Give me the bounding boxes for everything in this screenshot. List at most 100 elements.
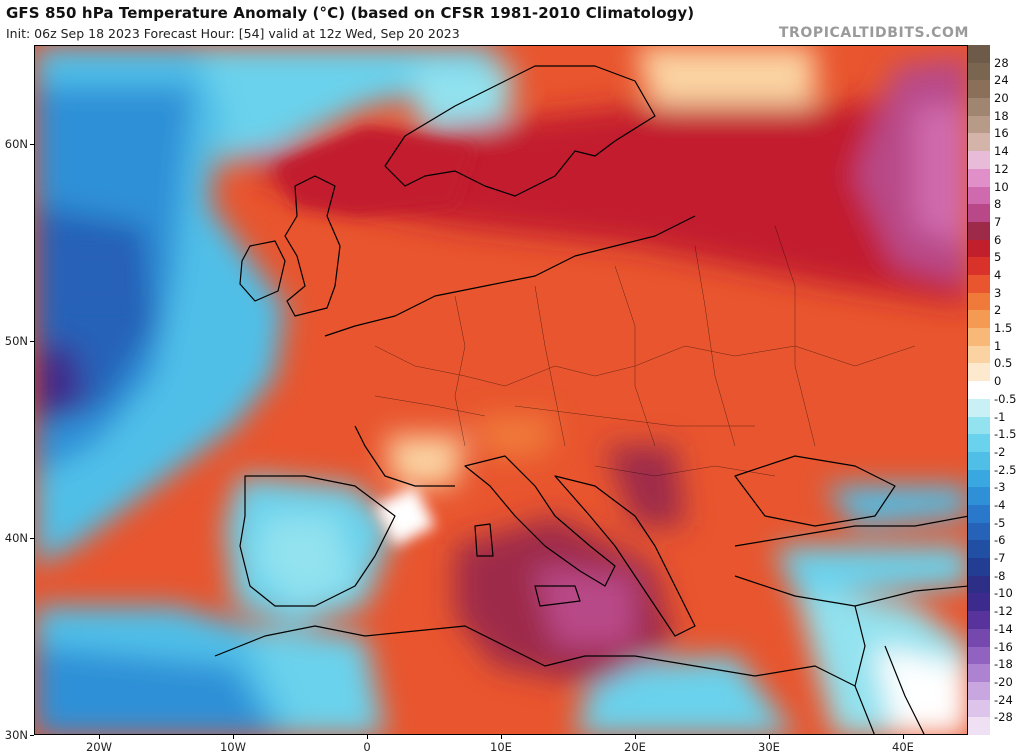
colorbar-swatch [968,717,1023,736]
anomaly-map[interactable] [34,45,968,735]
colorbar-swatch [968,345,1023,364]
colorbar-swatch [968,45,1023,63]
colorbar-label: -8 [994,568,1006,583]
colorbar-label: 5 [994,250,1002,265]
colorbar-label: 16 [994,126,1009,141]
colorbar-label: -18 [994,657,1013,672]
colorbar-swatch [968,292,1023,311]
colorbar-swatch [968,62,1023,81]
colorbar-swatch [968,204,1023,223]
lon-tick [903,735,904,739]
colorbar-label: -1.5 [994,427,1017,442]
colorbar-label: 20 [994,91,1009,106]
colorbar-label: -24 [994,692,1013,707]
colorbar-label: -5 [994,515,1006,530]
lat-label: 50N [4,334,28,348]
colorbar-swatch [968,558,1023,577]
colorbar-label: 10 [994,179,1009,194]
colorbar-swatch [968,328,1023,347]
colorbar-label: -2 [994,444,1006,459]
colorbar-swatch [968,699,1023,718]
colorbar-label: 2 [994,303,1002,318]
colorbar-swatch [968,151,1023,170]
colorbar-label: 4 [994,268,1002,282]
colorbar-label: -12 [994,604,1013,619]
colorbar-label: -0.5 [994,391,1017,406]
colorbar-swatch [968,469,1023,488]
colorbar-swatch [968,98,1023,117]
lat-label: 60N [4,137,28,151]
colorbar-label: -1 [994,409,1006,424]
lat-tick [30,735,34,736]
colorbar-swatch [968,275,1023,294]
colorbar-label: 1.5 [994,321,1013,336]
colorbar-swatch [968,416,1023,435]
lon-label: 30E [758,740,780,754]
latitude-axis: 60N 50N 40N 30N [0,45,34,742]
colorbar-label: 6 [994,232,1002,247]
lon-tick [233,735,234,739]
lon-label: 10W [219,740,247,754]
lat-tick [30,341,34,342]
lat-tick [30,538,34,539]
colorbar-label: 0.5 [994,356,1013,371]
lon-tick [99,735,100,739]
colorbar-label: -2.5 [994,462,1017,477]
colorbar-swatch [968,628,1023,648]
colorbar-swatch [968,221,1023,241]
lon-label: 10E [490,740,512,754]
colorbar-swatch [968,363,1023,382]
coastlines [214,65,967,734]
colorbar-swatch [968,611,1023,630]
colorbar-label: 12 [994,161,1009,176]
colorbar-swatch [968,434,1023,453]
color-scale-legend: 28 24 20 18 16 14 12 10 8 7 6 5 4 3 2 1.5 1 0.5 0 -0.5 -1 -1.… [968,45,1023,736]
colorbar-label: -28 [994,710,1013,725]
lon-tick [367,735,368,739]
lon-label: 20E [624,740,646,754]
map-title: GFS 850 hPa Temperature Anomaly (°C) (ba… [6,4,695,22]
colorbar-swatch [968,646,1023,665]
colorbar-swatch [968,310,1023,329]
colorbar-label: 28 [994,55,1009,70]
colorbar-label: -3 [994,480,1006,495]
colorbar-label: 8 [994,197,1002,212]
colorbar-label: -4 [994,498,1006,512]
colorbar-swatch [968,593,1023,612]
lon-tick [501,735,502,739]
colorbar-label: -20 [994,674,1013,689]
colorbar-swatch [968,115,1023,134]
country-borders [374,225,916,477]
colorbar-label: 18 [994,108,1009,123]
colorbar-label: 1 [994,338,1002,353]
colorbar-swatch [968,381,1023,400]
colorbar-label: -6 [994,533,1006,548]
colorbar-swatch [968,451,1023,471]
colorbar-label: 24 [994,73,1009,88]
colorbar-label: 7 [994,214,1002,229]
colorbar-swatch [968,186,1023,205]
colorbar-label: -7 [994,551,1006,566]
colorbar-label: 3 [994,285,1002,300]
site-watermark: TROPICALTIDBITS.COM [778,25,969,41]
colorbar-label: -10 [994,586,1013,601]
longitude-axis: 20W 10W 0 10E 20E 30E 40E [34,735,968,756]
lon-label: 40E [892,740,914,754]
colorbar-label: 0 [994,374,1002,389]
lon-tick [635,735,636,739]
colorbar-swatch [968,487,1023,506]
lat-label: 30N [4,728,28,742]
colorbar-swatch [968,133,1023,152]
colorbar-swatch [968,398,1023,418]
init-forecast-info: Init: 06z Sep 18 2023 Forecast Hour: [54… [6,26,460,41]
colorbar-label: -14 [994,621,1013,636]
lat-tick [30,144,34,145]
colorbar-swatch [968,664,1023,683]
map-graphic [35,46,967,734]
colorbar-label: -16 [994,639,1013,654]
colorbar-swatch [968,505,1023,524]
colorbar-swatch [968,540,1023,559]
colorbar-swatch [968,239,1023,258]
colorbar-swatch [968,681,1023,701]
lon-label: 20W [85,740,113,754]
